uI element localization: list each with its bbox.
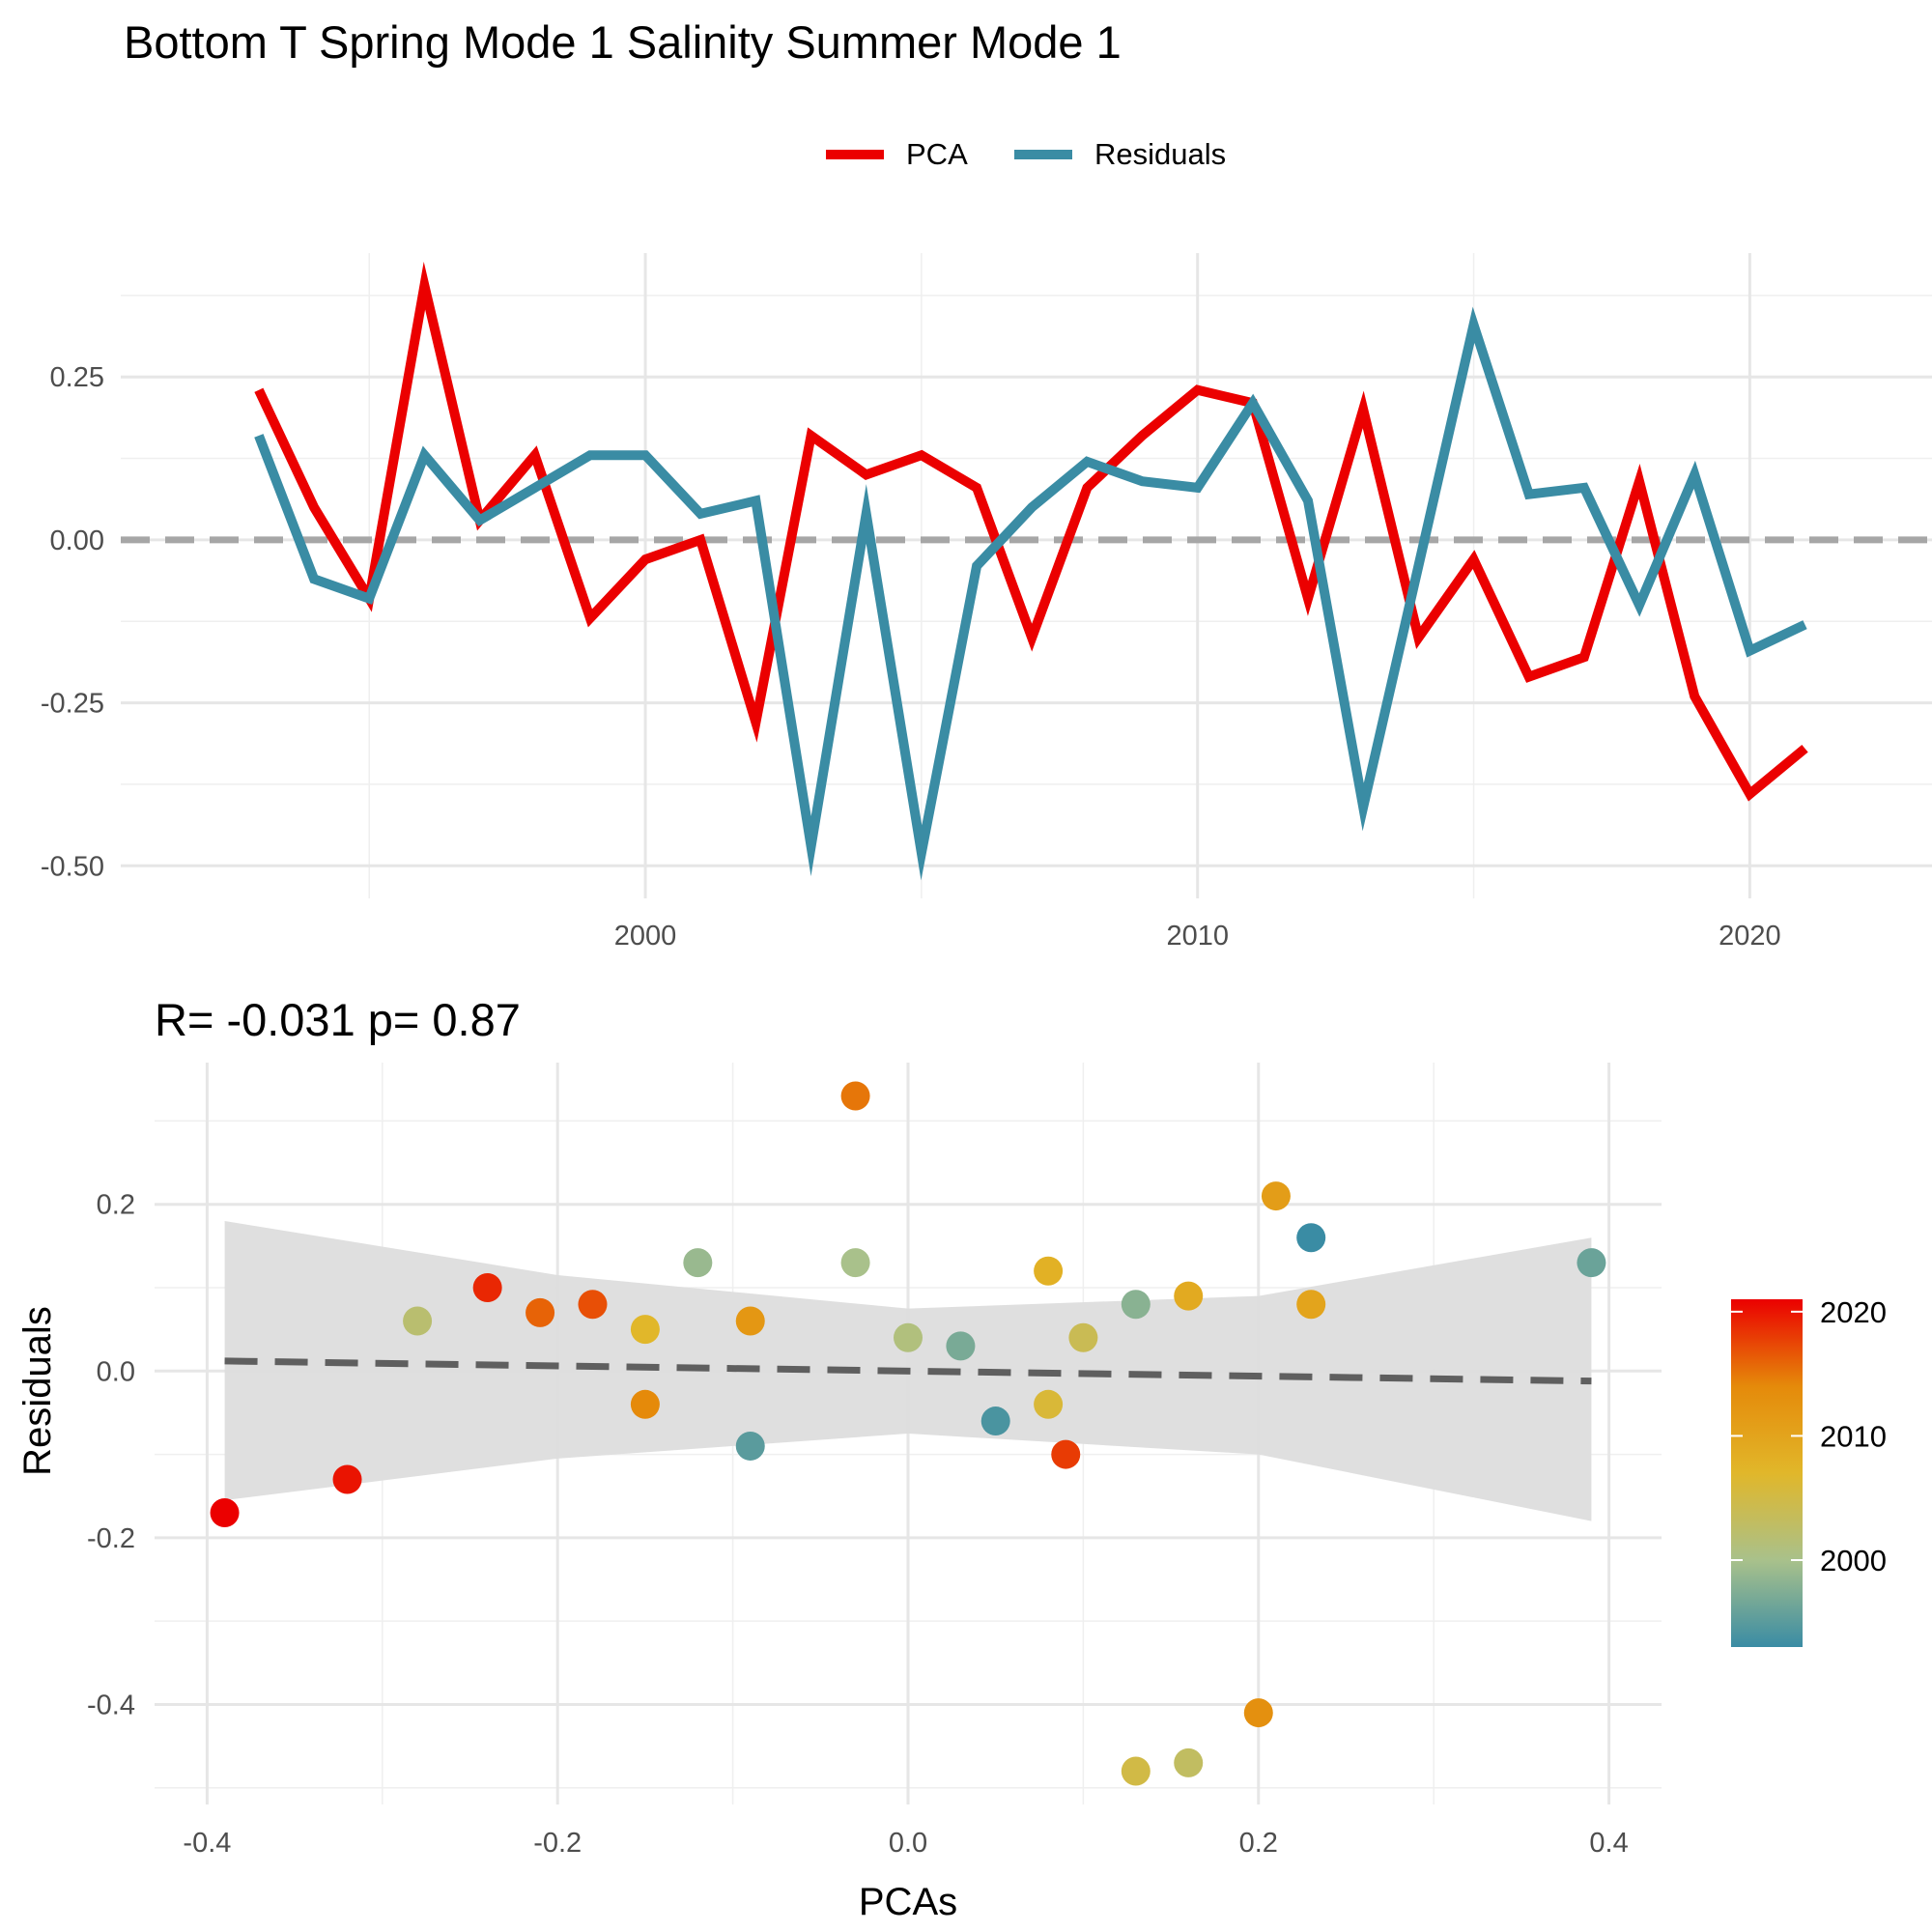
scatter-point (1174, 1747, 1204, 1777)
scatter-point (1034, 1389, 1064, 1419)
scatter-point (1121, 1756, 1151, 1786)
scatter-panel: -0.4 -0.2 0.0 0.2 -0.4 -0.2 0.0 0.2 0.4 (87, 1063, 1662, 1859)
scatter-point (1296, 1223, 1326, 1253)
year-colorbar: 2000 2010 2020 (1731, 1295, 1887, 1647)
colorbar-tick-label: 2020 (1820, 1295, 1887, 1329)
y-tick-label: -0.50 (41, 851, 104, 882)
scatter-point (735, 1306, 765, 1336)
scatter-point (840, 1081, 870, 1111)
colorbar-tick-label: 2000 (1820, 1544, 1887, 1577)
scatter-point (946, 1331, 976, 1361)
scatter-point (526, 1297, 555, 1327)
y-tick-label: 0.00 (50, 526, 104, 556)
scatter-point (1296, 1290, 1326, 1320)
legend: PCA Residuals (826, 137, 1226, 171)
x-tick-label: 0.4 (1589, 1828, 1628, 1859)
scatter-point (1261, 1181, 1291, 1211)
correlation-subtitle: R= -0.031 p= 0.87 (155, 994, 521, 1045)
x-tick-label: 2000 (614, 921, 677, 952)
x-tick-label: -0.4 (183, 1828, 231, 1859)
x-tick-label: 2020 (1719, 921, 1781, 952)
scatter-point (735, 1431, 765, 1461)
y-tick-label: 0.0 (97, 1356, 135, 1387)
scatter-point (1121, 1290, 1151, 1320)
scatter-point (894, 1322, 923, 1352)
y-axis-title: Residuals (16, 1306, 59, 1476)
time-series-panel: -0.50 -0.25 0.00 0.25 2000 2010 2020 (41, 253, 1932, 952)
scatter-point (332, 1464, 362, 1494)
legend-pca-label: PCA (906, 137, 968, 171)
series-line-pca (254, 261, 1808, 802)
x-tick-label: 0.2 (1239, 1828, 1278, 1859)
colorbar-tick-label: 2010 (1820, 1419, 1887, 1453)
scatter-point (1051, 1439, 1081, 1469)
y-tick-label: -0.4 (87, 1690, 135, 1720)
y-tick-label: 0.25 (50, 362, 104, 393)
y-tick-label: 0.2 (97, 1190, 135, 1221)
chart-title: Bottom T Spring Mode 1 Salinity Summer M… (124, 16, 1122, 68)
scatter-point (630, 1315, 660, 1345)
x-tick-label: 2010 (1166, 921, 1229, 952)
scatter-point (1243, 1698, 1273, 1728)
y-tick-label: -0.2 (87, 1523, 135, 1554)
scatter-point (403, 1306, 433, 1336)
scatter-point (210, 1497, 240, 1527)
scatter-point (1174, 1281, 1204, 1311)
scatter-point (1068, 1322, 1098, 1352)
scatter-point (840, 1248, 870, 1278)
x-axis-title: PCAs (859, 1881, 957, 1923)
x-tick-label: 0.0 (889, 1828, 927, 1859)
legend-residuals-label: Residuals (1094, 137, 1226, 171)
series-line-residuals (254, 306, 1807, 881)
colorbar-gradient (1731, 1299, 1803, 1647)
scatter-point (578, 1290, 608, 1320)
scatter-point (683, 1248, 713, 1278)
regression-fit-line (224, 1357, 1592, 1385)
scatter-point (630, 1389, 660, 1419)
y-tick-label: -0.25 (41, 689, 104, 720)
scatter-point (980, 1406, 1010, 1436)
series-group (254, 261, 1808, 881)
scatter-point (1034, 1256, 1064, 1286)
scatter-point (1577, 1248, 1606, 1278)
scatter-point (472, 1272, 502, 1302)
x-tick-label: -0.2 (533, 1828, 582, 1859)
